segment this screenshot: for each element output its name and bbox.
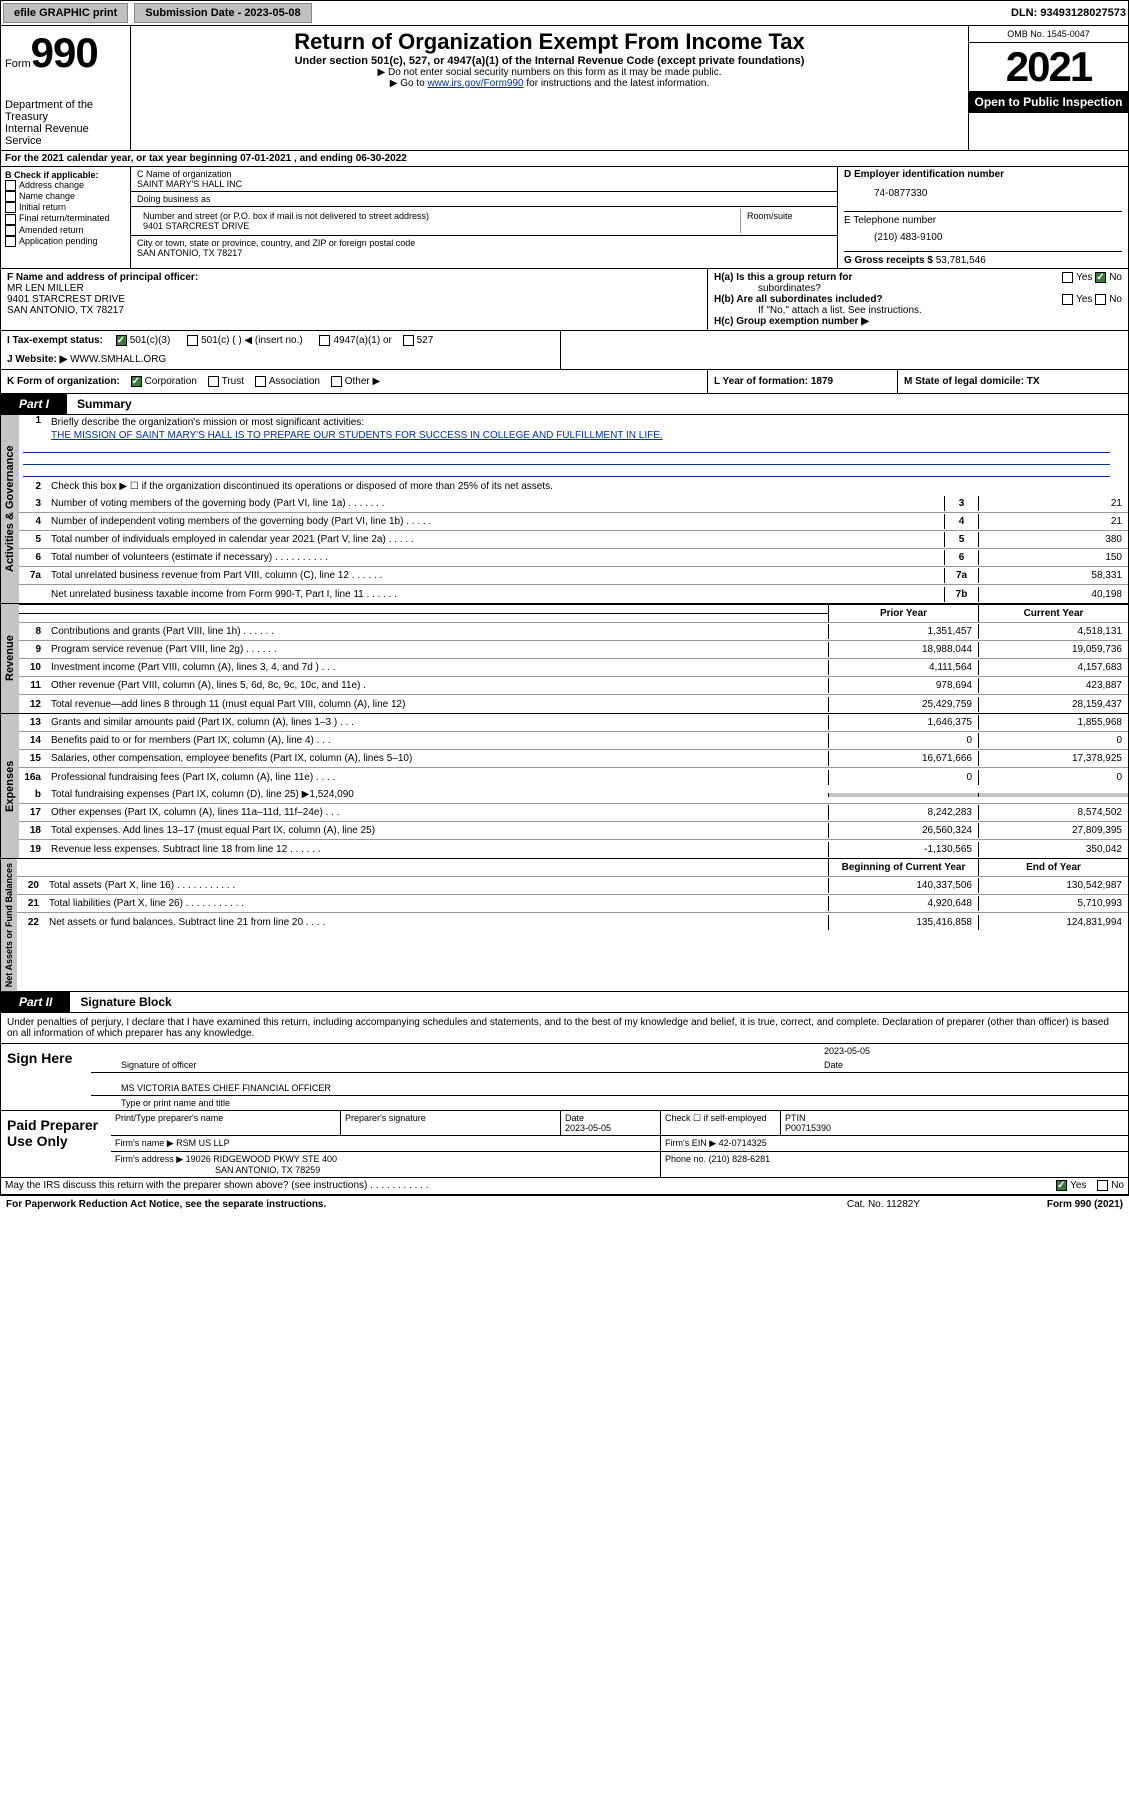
line16b: Total fundraising expenses (Part IX, col… [47, 787, 828, 802]
sign-here: Sign Here [1, 1044, 91, 1110]
part1-tab: Part I [1, 394, 67, 414]
b-item: Name change [5, 191, 126, 202]
type-label: Type or print name and title [121, 1098, 230, 1108]
form-title: Return of Organization Exempt From Incom… [137, 29, 962, 55]
omb: OMB No. 1545-0047 [969, 26, 1128, 43]
sig-officer-label: Signature of officer [121, 1060, 824, 1070]
l-year: L Year of formation: 1879 [708, 370, 898, 393]
addr-label: Number and street (or P.O. box if mail i… [143, 211, 429, 221]
fg-row: F Name and address of principal officer:… [0, 269, 1129, 331]
prep-label: Paid Preparer Use Only [1, 1111, 111, 1177]
part2-tab: Part II [1, 992, 70, 1012]
m-state: M State of legal domicile: TX [898, 370, 1128, 393]
website: WWW.SMHALL.ORG [70, 354, 166, 365]
hc: H(c) Group exemption number ▶ [714, 316, 1122, 327]
officer-addr1: 9401 STARCREST DRIVE [7, 294, 701, 305]
vlabel-exp: Expenses [1, 714, 19, 858]
officer-name: MR LEN MILLER [7, 283, 701, 294]
city: SAN ANTONIO, TX 78217 [137, 248, 242, 258]
b-item: Application pending [5, 236, 126, 247]
c-name-label: C Name of organization [137, 169, 232, 179]
sign-date: 2023-05-05 [824, 1046, 1124, 1056]
street: 9401 STARCREST DRIVE [143, 221, 249, 231]
line1-label: Briefly describe the organization's miss… [47, 415, 1128, 430]
part1-title: Summary [67, 394, 142, 414]
efile-btn[interactable]: efile GRAPHIC print [3, 3, 128, 23]
submission-btn[interactable]: Submission Date - 2023-05-08 [134, 3, 311, 23]
org-name: SAINT MARY'S HALL INC [137, 179, 242, 189]
sign-block: Sign Here 2023-05-05 Signature of office… [0, 1044, 1129, 1111]
hb-note: If "No," attach a list. See instructions… [714, 305, 1122, 316]
note2: ▶ Go to www.irs.gov/Form990 for instruct… [137, 78, 962, 89]
mission: THE MISSION OF SAINT MARY'S HALL IS TO P… [19, 430, 663, 441]
section-net: Net Assets or Fund Balances Beginning of… [0, 859, 1129, 992]
note1: ▶ Do not enter social security numbers o… [137, 67, 962, 78]
b-item: Initial return [5, 202, 126, 213]
section-governance: Activities & Governance 1Briefly describ… [0, 415, 1129, 604]
b-label: B Check if applicable: [5, 170, 126, 180]
b-item: Amended return [5, 225, 126, 236]
row-a: For the 2021 calendar year, or tax year … [0, 151, 1129, 167]
ij-row: I Tax-exempt status: 501(c)(3) 501(c) ( … [0, 331, 1129, 370]
irs-link[interactable]: www.irs.gov/Form990 [427, 78, 523, 89]
form-number: 990 [31, 29, 98, 76]
hdr-curr: Current Year [978, 605, 1128, 622]
section-expenses: Expenses 13Grants and similar amounts pa… [0, 714, 1129, 859]
ha-sub: subordinates? [714, 283, 1122, 294]
ein: 74-0877330 [844, 180, 1122, 211]
row-j: J Website: ▶ WWW.SMHALL.ORG [7, 354, 554, 365]
city-label: City or town, state or province, country… [137, 238, 415, 248]
form-header: Form990 Department of the Treasury Inter… [0, 26, 1129, 151]
ha: H(a) Is this a group return for Yes No [714, 272, 1122, 283]
subtitle: Under section 501(c), 527, or 4947(a)(1)… [137, 55, 962, 67]
preparer-block: Paid Preparer Use Only Print/Type prepar… [0, 1111, 1129, 1178]
discuss-row: May the IRS discuss this return with the… [0, 1178, 1129, 1194]
irs: Internal Revenue Service [5, 123, 126, 147]
b-item: Address change [5, 180, 126, 191]
b-item: Final return/terminated [5, 213, 126, 224]
hb: H(b) Are all subordinates included? Yes … [714, 294, 1122, 305]
vlabel-gov: Activities & Governance [1, 415, 19, 603]
vlabel-net: Net Assets or Fund Balances [1, 859, 17, 991]
tax-year: 2021 [969, 43, 1128, 91]
declaration: Under penalties of perjury, I declare th… [0, 1013, 1129, 1044]
gross-receipts: 53,781,546 [936, 255, 986, 266]
d-label: D Employer identification number [844, 169, 1122, 180]
officer-addr2: SAN ANTONIO, TX 78217 [7, 305, 701, 316]
g-label: G Gross receipts $ [844, 255, 933, 266]
phone: (210) 483-9100 [844, 226, 1122, 251]
part1-header: Part I Summary [0, 394, 1129, 415]
f-label: F Name and address of principal officer: [7, 272, 701, 283]
room-label: Room/suite [741, 209, 831, 233]
form-prefix: Form [5, 58, 31, 70]
dln: DLN: 93493128027573 [1011, 7, 1126, 19]
hdr-prior: Prior Year [828, 605, 978, 622]
e-label: E Telephone number [844, 211, 1122, 226]
part2-header: Part II Signature Block [0, 992, 1129, 1013]
block-bc: B Check if applicable: Address change Na… [0, 167, 1129, 269]
dba-label: Doing business as [131, 192, 837, 207]
footer: For Paperwork Reduction Act Notice, see … [0, 1195, 1129, 1213]
part2-title: Signature Block [70, 992, 181, 1012]
inspection: Open to Public Inspection [969, 91, 1128, 113]
vlabel-rev: Revenue [1, 604, 19, 713]
line2: Check this box ▶ ☐ if the organization d… [47, 479, 1128, 494]
row-k: K Form of organization: Corporation Trus… [0, 370, 1129, 394]
section-revenue: Revenue Prior Year Current Year 8Contrib… [0, 604, 1129, 714]
hdr-end: End of Year [978, 859, 1128, 876]
topbar: efile GRAPHIC print Submission Date - 20… [0, 0, 1129, 26]
dept: Department of the Treasury [5, 99, 126, 123]
hdr-beg: Beginning of Current Year [828, 859, 978, 876]
row-i: I Tax-exempt status: 501(c)(3) 501(c) ( … [7, 335, 554, 346]
date-label: Date [824, 1060, 1124, 1070]
officer-name: MS VICTORIA BATES CHIEF FINANCIAL OFFICE… [121, 1083, 331, 1093]
